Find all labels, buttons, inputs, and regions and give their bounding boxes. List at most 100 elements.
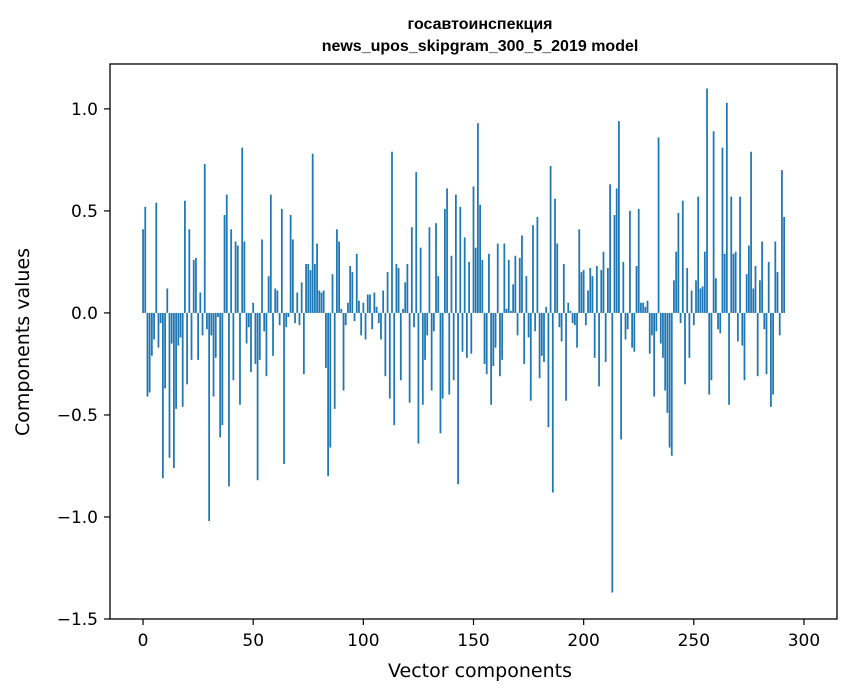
- bar: [302, 312, 305, 375]
- bar: [666, 312, 669, 413]
- bar: [730, 196, 733, 313]
- x-tick-label: 250: [678, 631, 710, 651]
- bar: [545, 306, 548, 313]
- bar: [622, 261, 625, 313]
- bar: [589, 268, 592, 313]
- bar: [441, 312, 444, 399]
- bar: [576, 312, 578, 348]
- bar: [547, 312, 550, 428]
- bar: [560, 312, 563, 342]
- bar: [195, 257, 197, 313]
- bar: [371, 312, 374, 330]
- bar: [408, 312, 411, 403]
- bar: [481, 259, 484, 313]
- bar: [410, 227, 413, 313]
- bar: [584, 312, 587, 326]
- bar: [675, 251, 678, 313]
- bar: [536, 217, 539, 313]
- bar: [336, 229, 338, 313]
- bar: [316, 243, 318, 313]
- bar: [269, 194, 272, 313]
- bar: [646, 300, 649, 313]
- bar: [653, 312, 656, 397]
- bar: [534, 312, 537, 332]
- chart-subtitle: news_upos_skipgram_300_5_2019 model: [322, 38, 639, 55]
- bar: [719, 312, 722, 334]
- bar: [518, 257, 521, 313]
- bar: [446, 188, 448, 313]
- bar: [679, 312, 682, 324]
- bar: [254, 312, 257, 364]
- bar: [219, 312, 222, 438]
- y-tick-label: −0.5: [57, 406, 98, 426]
- bar: [510, 310, 512, 313]
- plot-area-frame: [109, 63, 838, 620]
- bar: [437, 276, 440, 313]
- bar: [662, 312, 664, 358]
- bar: [353, 312, 356, 322]
- bar: [618, 121, 620, 313]
- bar: [351, 272, 354, 313]
- bar: [364, 312, 367, 340]
- bar: [369, 294, 371, 313]
- bar: [344, 312, 347, 326]
- bar: [554, 198, 556, 313]
- bar: [373, 292, 376, 313]
- bar: [747, 245, 750, 313]
- bar: [521, 235, 523, 313]
- bar: [750, 151, 752, 313]
- bar: [501, 312, 504, 360]
- bar: [587, 290, 589, 313]
- bar: [681, 200, 684, 313]
- bar: [256, 312, 259, 481]
- bar: [413, 312, 415, 328]
- bar: [283, 312, 285, 464]
- bar: [525, 276, 528, 313]
- bar: [159, 312, 162, 324]
- bar: [651, 312, 653, 336]
- bar: [250, 312, 252, 373]
- bar: [474, 247, 477, 313]
- bar: [759, 280, 761, 313]
- bar: [677, 212, 680, 313]
- bar: [565, 312, 567, 401]
- bar: [280, 208, 283, 313]
- bar: [503, 243, 506, 313]
- bar: [192, 259, 195, 313]
- bar: [624, 312, 627, 340]
- bar: [232, 312, 235, 381]
- bar: [384, 312, 387, 377]
- bar: [582, 270, 585, 313]
- bar: [298, 312, 301, 326]
- bar: [186, 312, 188, 385]
- bar: [265, 312, 268, 377]
- bar: [173, 312, 175, 469]
- bar: [263, 312, 266, 332]
- bar: [609, 184, 611, 313]
- bar: [631, 312, 633, 348]
- bar: [206, 312, 208, 330]
- bar: [360, 312, 363, 336]
- bar: [673, 280, 675, 313]
- bar: [459, 206, 462, 313]
- bar: [770, 312, 772, 407]
- bar: [391, 151, 393, 313]
- bar: [210, 312, 213, 336]
- bar: [320, 292, 323, 313]
- bar: [333, 312, 336, 409]
- bar: [289, 214, 292, 313]
- bar: [477, 123, 479, 313]
- bar: [305, 263, 307, 313]
- bar: [380, 312, 382, 340]
- bar: [692, 312, 695, 326]
- bar: [443, 208, 446, 313]
- bar: [684, 312, 686, 385]
- bar: [355, 253, 358, 313]
- bar: [217, 312, 219, 318]
- x-tick-label: 150: [457, 631, 489, 651]
- bar: [595, 266, 598, 313]
- bar: [776, 272, 779, 313]
- bar: [736, 312, 739, 342]
- bar: [664, 312, 667, 391]
